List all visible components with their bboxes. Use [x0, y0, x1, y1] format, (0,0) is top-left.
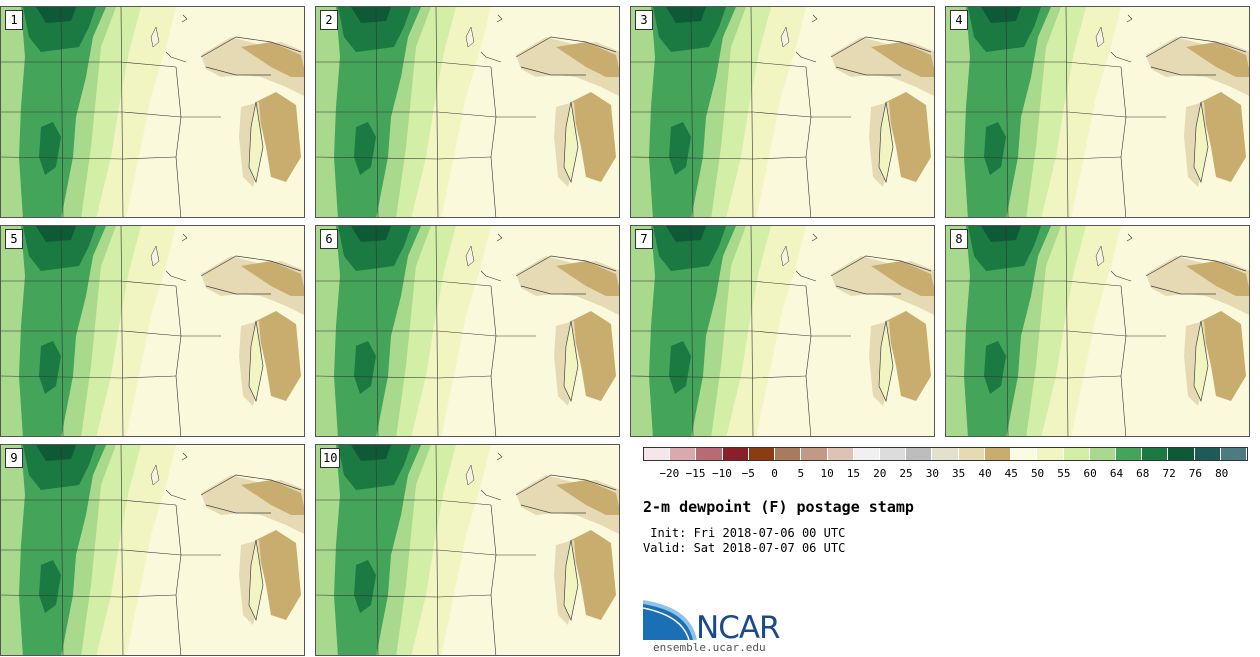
dewpoint-map-icon — [946, 226, 1249, 436]
colorbar-bin-13 — [984, 448, 1012, 460]
logo-text: NCAR — [696, 610, 781, 646]
colorbar-bin-9 — [879, 448, 907, 460]
colorbar-bin-2 — [696, 448, 723, 460]
panel-number: 10 — [320, 448, 341, 468]
colorbar-bin-18 — [1115, 448, 1143, 460]
colorbar-bin-14 — [1011, 448, 1038, 460]
colorbar-bin-15 — [1037, 448, 1064, 460]
colorbar-bin-11 — [932, 448, 959, 460]
init-time: Init: Fri 2018-07-06 00 UTC — [643, 526, 846, 540]
map-panel-1: 1 — [0, 6, 305, 218]
map-panel-8: 8 — [945, 225, 1250, 437]
map-panel-9: 9 — [0, 444, 305, 656]
colorbar-tick-label: 30 — [925, 467, 939, 480]
colorbar-bin-17 — [1089, 448, 1116, 460]
panel-number: 5 — [5, 229, 23, 249]
colorbar-tick-label: 80 — [1215, 467, 1229, 480]
colorbar-tick-label: −15 — [685, 467, 706, 480]
colorbar-tick-label: 68 — [1136, 467, 1150, 480]
site-url: ensemble.ucar.edu — [653, 641, 766, 654]
colorbar-bin-21 — [1194, 448, 1221, 460]
colorbar-tick-label: 15 — [846, 467, 861, 480]
panel-number: 1 — [5, 10, 23, 30]
colorbar-tick-label: 64 — [1109, 467, 1124, 480]
colorbar-tick-label: 35 — [952, 467, 966, 480]
panel-number: 7 — [635, 229, 653, 249]
colorbar-bin-22 — [1220, 448, 1248, 460]
valid-time: Valid: Sat 2018-07-07 06 UTC — [643, 541, 846, 555]
colorbar — [643, 447, 1248, 461]
colorbar-tick-label: −10 — [711, 467, 732, 480]
colorbar-tick-label: 25 — [899, 467, 913, 480]
colorbar-bin-4 — [748, 448, 776, 460]
map-panel-2: 2 — [315, 6, 620, 218]
dewpoint-map-icon — [316, 226, 619, 436]
dewpoint-map-icon — [946, 7, 1249, 217]
panel-number: 2 — [320, 10, 338, 30]
colorbar-bin-5 — [775, 448, 802, 460]
panel-number: 9 — [5, 448, 23, 468]
dewpoint-map-icon — [631, 226, 934, 436]
colorbar-tick-label: 20 — [873, 467, 887, 480]
colorbar-ticks: −20 −15 −10 −5 0 5 10 15 20 25 30 35 40 45 50 55 60 64 68 7… — [643, 467, 1248, 481]
panel-number: 6 — [320, 229, 338, 249]
colorbar-bin-1 — [670, 448, 697, 460]
colorbar-bin-3 — [722, 448, 749, 460]
dewpoint-map-icon — [1, 445, 304, 655]
colorbar-tick-label: 60 — [1083, 467, 1097, 480]
figure-title: 2-m dewpoint (F) postage stamp — [643, 498, 914, 516]
colorbar-bin-0 — [644, 448, 671, 460]
ncar-logo-icon — [643, 600, 697, 641]
colorbar-bin-7 — [827, 448, 854, 460]
map-panel-7: 7 — [630, 225, 935, 437]
dewpoint-map-icon — [316, 445, 619, 655]
panel-number: 4 — [950, 10, 968, 30]
colorbar-bin-16 — [1063, 448, 1090, 460]
colorbar-bin-20 — [1168, 448, 1195, 460]
dewpoint-map-icon — [1, 226, 304, 436]
map-panel-5: 5 — [0, 225, 305, 437]
colorbar-tick-label: 10 — [820, 467, 834, 480]
colorbar-tick-label: −5 — [741, 467, 755, 480]
colorbar-tick-label: 76 — [1188, 467, 1203, 480]
colorbar-tick-label: 55 — [1057, 467, 1071, 480]
colorbar-bin-6 — [801, 448, 828, 460]
panel-number: 3 — [635, 10, 653, 30]
colorbar-bin-10 — [906, 448, 933, 460]
colorbar-bin-8 — [853, 448, 880, 460]
dewpoint-map-icon — [1, 7, 304, 217]
map-panel-10: 10 — [315, 444, 620, 656]
colorbar-bin-19 — [1142, 448, 1169, 460]
colorbar-tick-label: 45 — [1004, 467, 1018, 480]
colorbar-bin-12 — [958, 448, 985, 460]
colorbar-tick-label: −20 — [659, 467, 680, 480]
colorbar-tick-label: 72 — [1162, 467, 1176, 480]
dewpoint-map-icon — [316, 7, 619, 217]
panel-number: 8 — [950, 229, 968, 249]
dewpoint-map-icon — [631, 7, 934, 217]
colorbar-tick-label: 40 — [978, 467, 992, 480]
map-panel-4: 4 — [945, 6, 1250, 218]
colorbar-tick-label: 50 — [1030, 467, 1045, 480]
colorbar-tick-label: 0 — [771, 467, 778, 480]
map-panel-6: 6 — [315, 225, 620, 437]
map-panel-3: 3 — [630, 6, 935, 218]
colorbar-tick-label: 5 — [797, 467, 805, 480]
